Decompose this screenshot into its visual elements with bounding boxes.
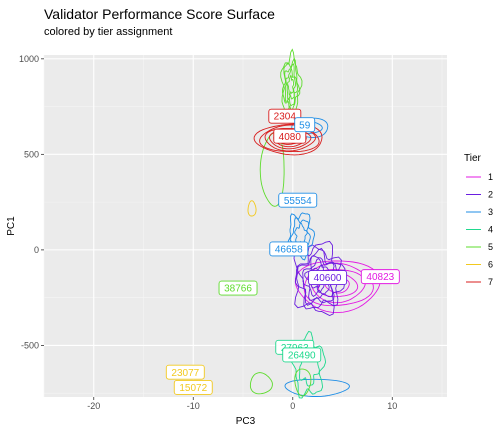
legend: Tier 1 2 3 4 5 6 7: [464, 153, 493, 287]
contour-label-box: [268, 108, 302, 124]
contour-label: 59: [294, 117, 316, 133]
contour-label-box: [282, 347, 322, 363]
plot-panel: [44, 55, 447, 397]
contour-tier-3: [291, 117, 329, 138]
contour-label-box: [294, 117, 316, 133]
contour-tier-5: [287, 74, 295, 96]
contour-label: 40600: [308, 270, 348, 286]
legend-title: Tier: [464, 153, 482, 164]
contour-label-box: [273, 128, 307, 144]
contour-label: 4080: [273, 128, 307, 144]
contour-tier-5: [249, 372, 273, 395]
contour-tier-1: [303, 262, 374, 307]
contour-label: 2304: [268, 108, 302, 124]
y-axis-title: PC1: [6, 216, 17, 236]
contour-label-text: 40600: [314, 273, 342, 284]
legend-label-3: 3: [488, 207, 493, 217]
contour-label: 15072: [173, 379, 213, 395]
chart-subtitle: colored by tier assignment: [44, 26, 172, 38]
x-tick-label: 0: [290, 401, 295, 411]
contour-label-box: [360, 269, 400, 285]
y-tick-label: 0: [34, 245, 39, 255]
contour-tier-5: [294, 368, 312, 397]
contour-label-box: [165, 364, 205, 380]
contour-label-text: 15072: [179, 383, 207, 394]
contour-layer: [247, 48, 381, 399]
contour-tier-5: [284, 63, 299, 107]
contour-label-text: 40823: [366, 272, 394, 283]
contour-tier-2: [293, 240, 346, 316]
legend-label-5: 5: [488, 242, 493, 252]
x-tick-label: -20: [87, 401, 100, 411]
axis-ticks: -20 -10 0 10 -500 0 500 1000: [19, 54, 397, 411]
contour-label-box: [218, 280, 258, 296]
contour-label-text: 59: [299, 120, 311, 131]
contour-label-text: 26490: [288, 351, 316, 362]
contour-label-box: [269, 241, 309, 257]
contour-label: 40823: [360, 269, 400, 285]
y-tick-label: 1000: [19, 54, 39, 64]
y-tick-label: 500: [24, 149, 39, 159]
x-tick-label: 10: [387, 401, 397, 411]
chart-title: Validator Performance Score Surface: [44, 6, 275, 22]
contour-label-text: 55554: [284, 196, 312, 207]
contour-label: 46658: [269, 241, 309, 257]
y-tick-label: -500: [21, 340, 39, 350]
legend-label-6: 6: [488, 260, 493, 270]
x-axis-title: PC3: [236, 416, 256, 427]
contour-label: 38766: [218, 280, 258, 296]
grid-major: [44, 55, 447, 397]
contour-tier-3: [284, 378, 350, 397]
contour-tier-2: [302, 255, 335, 301]
contour-tier-6: [247, 200, 257, 217]
legend-label-1: 1: [488, 172, 493, 182]
contour-label: 55554: [278, 192, 318, 208]
x-tick-label: -10: [187, 401, 200, 411]
contour-tier-1: [294, 260, 381, 314]
contour-label-box: [278, 192, 318, 208]
label-layer: 2304408059555544665840600408233876627963…: [165, 108, 400, 395]
grid-minor: [43, 55, 447, 397]
contour-label: 26490: [282, 347, 322, 363]
legend-label-2: 2: [488, 190, 493, 200]
contour-label-text: 23077: [171, 368, 199, 379]
contour-tier-5: [285, 68, 297, 101]
contour-tier-2: [295, 244, 342, 310]
contour-label-box: [173, 379, 213, 395]
legend-label-4: 4: [488, 225, 493, 235]
contour-label-text: 46658: [275, 245, 303, 256]
contour-tier-5: [282, 57, 301, 116]
contour-label-box: [308, 270, 348, 286]
contour-label: 23077: [165, 364, 205, 380]
contour-label-text: 38766: [224, 284, 252, 295]
contour-label-text: 2304: [274, 112, 297, 123]
contour-label-text: 4080: [279, 132, 302, 143]
legend-label-7: 7: [488, 277, 493, 287]
contour-tier-4: [298, 345, 320, 387]
